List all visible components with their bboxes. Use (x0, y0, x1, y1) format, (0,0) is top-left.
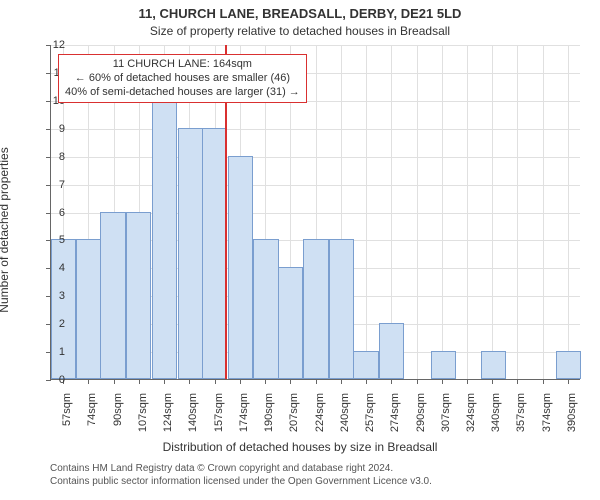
attribution-text: Contains HM Land Registry data © Crown c… (50, 462, 432, 488)
chart-title: 11, CHURCH LANE, BREADSALL, DERBY, DE21 … (0, 6, 600, 21)
xtick-mark (417, 379, 418, 384)
annotation-box: 11 CHURCH LANE: 164sqm← 60% of detached … (58, 54, 307, 103)
ytick-label: 6 (45, 207, 65, 219)
x-axis-label: Distribution of detached houses by size … (0, 440, 600, 454)
histogram-bar (431, 351, 456, 379)
gridline-v (442, 45, 443, 379)
ytick-label: 2 (45, 318, 65, 330)
y-axis-label: Number of detached properties (0, 65, 11, 230)
xtick-label: 107sqm (137, 393, 149, 432)
ytick-label: 12 (45, 39, 65, 51)
xtick-mark (366, 379, 367, 384)
gridline-v (568, 45, 569, 379)
histogram-bar (76, 239, 101, 379)
attribution-line: Contains HM Land Registry data © Crown c… (50, 462, 432, 475)
xtick-mark (341, 379, 342, 384)
xtick-mark (88, 379, 89, 384)
annotation-line: 40% of semi-detached houses are larger (… (65, 86, 300, 100)
ytick-label: 4 (45, 262, 65, 274)
histogram-bar (178, 128, 203, 379)
xtick-label: 207sqm (288, 393, 300, 432)
annotation-line: ← 60% of detached houses are smaller (46… (65, 72, 300, 86)
xtick-label: 74sqm (86, 393, 98, 426)
annotation-line: 11 CHURCH LANE: 164sqm (65, 58, 300, 72)
gridline-v (543, 45, 544, 379)
xtick-mark (139, 379, 140, 384)
xtick-label: 274sqm (389, 393, 401, 432)
xtick-label: 57sqm (61, 393, 73, 426)
xtick-label: 157sqm (213, 393, 225, 432)
xtick-label: 124sqm (162, 393, 174, 432)
ytick-label: 9 (45, 123, 65, 135)
ytick-label: 0 (45, 374, 65, 386)
histogram-bar (100, 212, 125, 380)
histogram-bar (556, 351, 581, 379)
gridline-v (366, 45, 367, 379)
xtick-mark (442, 379, 443, 384)
xtick-mark (492, 379, 493, 384)
xtick-mark (568, 379, 569, 384)
ytick-label: 1 (45, 346, 65, 358)
chart-container: 11, CHURCH LANE, BREADSALL, DERBY, DE21 … (0, 0, 600, 500)
xtick-label: 324sqm (465, 393, 477, 432)
xtick-label: 340sqm (490, 393, 502, 432)
xtick-mark (240, 379, 241, 384)
xtick-label: 390sqm (566, 393, 578, 432)
xtick-mark (543, 379, 544, 384)
xtick-label: 257sqm (364, 393, 376, 432)
xtick-mark (114, 379, 115, 384)
xtick-label: 290sqm (415, 393, 427, 432)
chart-subtitle: Size of property relative to detached ho… (0, 24, 600, 38)
xtick-mark (391, 379, 392, 384)
xtick-label: 190sqm (263, 393, 275, 432)
xtick-mark (164, 379, 165, 384)
histogram-bar (379, 323, 404, 379)
xtick-label: 240sqm (339, 393, 351, 432)
gridline-v (492, 45, 493, 379)
xtick-label: 307sqm (440, 393, 452, 432)
xtick-mark (265, 379, 266, 384)
gridline-v (517, 45, 518, 379)
histogram-bar (126, 212, 151, 380)
histogram-bar (481, 351, 506, 379)
ytick-label: 5 (45, 234, 65, 246)
histogram-bar (278, 267, 303, 379)
histogram-bar (152, 100, 177, 379)
ytick-label: 8 (45, 151, 65, 163)
xtick-label: 224sqm (314, 393, 326, 432)
xtick-mark (316, 379, 317, 384)
attribution-line: Contains public sector information licen… (50, 475, 432, 488)
xtick-mark (215, 379, 216, 384)
histogram-bar (228, 156, 253, 379)
xtick-mark (290, 379, 291, 384)
gridline-v (467, 45, 468, 379)
ytick-label: 3 (45, 290, 65, 302)
histogram-bar (253, 239, 278, 379)
xtick-mark (517, 379, 518, 384)
histogram-bar (329, 239, 354, 379)
xtick-mark (189, 379, 190, 384)
gridline-v (417, 45, 418, 379)
histogram-bar (202, 128, 227, 379)
xtick-label: 90sqm (112, 393, 124, 426)
xtick-label: 140sqm (187, 393, 199, 432)
xtick-mark (467, 379, 468, 384)
xtick-label: 374sqm (541, 393, 553, 432)
histogram-bar (303, 239, 328, 379)
histogram-bar (353, 351, 378, 379)
xtick-label: 174sqm (238, 393, 250, 432)
xtick-label: 357sqm (515, 393, 527, 432)
ytick-label: 7 (45, 179, 65, 191)
